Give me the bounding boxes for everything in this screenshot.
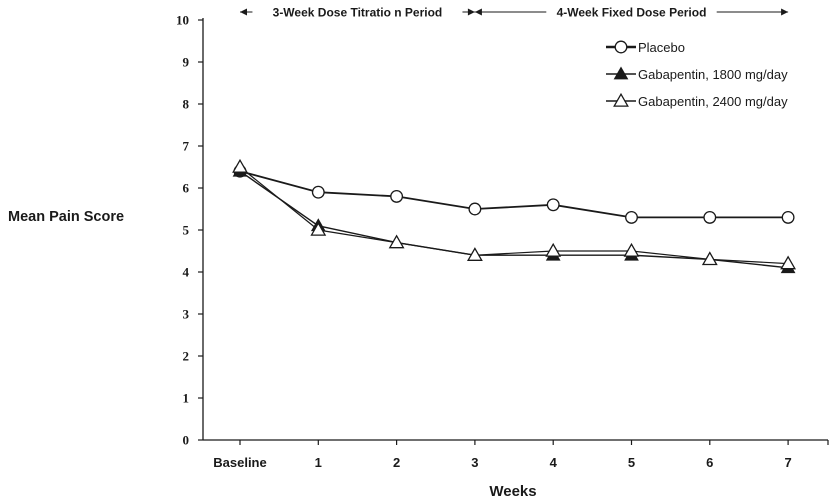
- data-point: [625, 210, 638, 224]
- x-tick-label: 3: [471, 455, 478, 470]
- x-axis-label: Weeks: [489, 483, 536, 500]
- y-tick-label: 8: [183, 97, 190, 112]
- y-tick-label: 0: [183, 433, 190, 448]
- series-line: [239, 170, 789, 219]
- y-tick-label: 1: [183, 391, 190, 406]
- legend-label: Placebo: [638, 40, 685, 55]
- x-ticks: Baseline 1 2 3 4 5 6 7: [213, 440, 829, 470]
- data-point: [468, 202, 482, 216]
- data-point: [703, 210, 717, 224]
- series-group: [232, 158, 797, 274]
- legend: Placebo Gabapentin, 1800 mg/day Gabapentin…: [606, 40, 788, 109]
- x-tick-label: 1: [315, 455, 322, 470]
- y-tick-label: 10: [176, 13, 189, 28]
- legend-label: Gabapentin, 2400 mg/day: [638, 94, 788, 109]
- series-line: [239, 170, 789, 269]
- data-point: [466, 247, 483, 261]
- legend-label: Gabapentin, 1800 mg/day: [638, 67, 788, 82]
- data-point: [781, 210, 795, 224]
- legend-marker: [613, 92, 629, 107]
- period-arrowhead: [240, 8, 247, 16]
- data-point: [388, 234, 405, 249]
- axes: [202, 18, 828, 441]
- y-tick-label: 7: [183, 139, 190, 154]
- data-point: [310, 221, 327, 236]
- legend-marker: [614, 40, 628, 54]
- period-label: 4-Week Fixed Dose Period: [557, 6, 707, 20]
- period-arrowhead: [474, 8, 482, 16]
- x-tick-label: 2: [393, 455, 400, 470]
- x-tick-label: 5: [628, 455, 635, 470]
- period-arrowhead: [781, 8, 789, 16]
- data-point: [545, 242, 562, 257]
- y-tick-label: 4: [183, 265, 190, 280]
- y-tick-label: 6: [183, 181, 190, 196]
- period-arrowhead: [467, 8, 475, 16]
- y-tick-label: 2: [183, 349, 190, 364]
- x-tick-label: 6: [706, 455, 713, 470]
- x-tick-label: Baseline: [213, 455, 266, 470]
- data-point: [390, 189, 404, 203]
- data-point: [546, 198, 560, 212]
- y-tick-label: 9: [183, 55, 190, 70]
- y-axis-label: Mean Pain Score: [8, 209, 124, 225]
- data-point: [701, 251, 718, 266]
- period-annotations: 3-Week Dose Titratio n Period 4-Week Fixe…: [240, 6, 789, 20]
- data-point: [232, 158, 248, 173]
- x-tick-label: 4: [550, 455, 558, 470]
- series-line: [239, 166, 789, 265]
- legend-marker: [613, 66, 629, 80]
- period-label: 3-Week Dose Titratio n Period: [273, 6, 443, 20]
- y-tick-label: 3: [183, 307, 190, 322]
- y-tick-label: 5: [183, 223, 190, 238]
- x-tick-label: 7: [784, 455, 791, 470]
- y-ticks: 0 1 2 3 4 5 6 7 8 9 10: [176, 13, 203, 448]
- data-point: [311, 185, 325, 199]
- data-point: [623, 242, 640, 257]
- data-point: [780, 255, 797, 270]
